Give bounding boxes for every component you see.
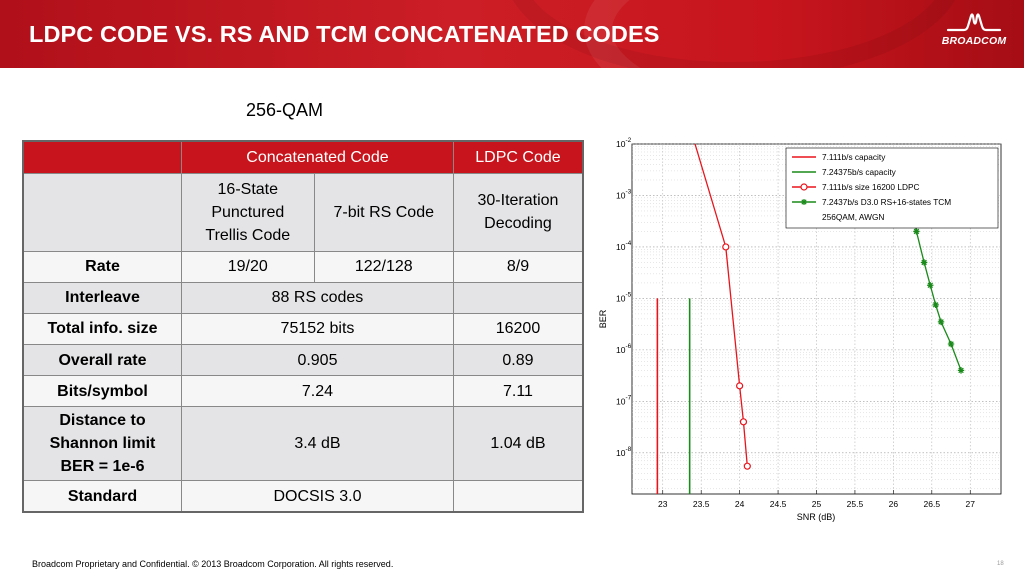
legend-entry: 7.111b/s size 16200 LDPC bbox=[822, 182, 919, 192]
chart-series bbox=[656, 143, 965, 494]
table-cell bbox=[22, 172, 182, 252]
row-label: Bits/symbol bbox=[22, 375, 182, 408]
table-cell: 0.905 bbox=[181, 344, 454, 377]
legend-entry: 7.2437b/s D3.0 RS+16-states TCM bbox=[822, 197, 951, 207]
data-point-circle bbox=[736, 382, 744, 390]
x-tick-label: 23.5 bbox=[693, 499, 710, 509]
row-label-line: BER = 1e-6 bbox=[60, 458, 145, 476]
legend-box bbox=[785, 147, 999, 229]
table-row: Standard DOCSIS 3.0 bbox=[22, 480, 584, 513]
data-point-circle bbox=[743, 462, 751, 470]
table-row: Distance to Shannon limit BER = 1e-6 3.4… bbox=[22, 406, 584, 482]
x-tick-label: 27 bbox=[966, 499, 976, 509]
x-tick-label: 24 bbox=[735, 499, 745, 509]
chart-grid bbox=[632, 143, 1001, 494]
series-line bbox=[909, 195, 962, 371]
x-tick-label: 26 bbox=[889, 499, 899, 509]
logo-wordmark: BROADCOM bbox=[941, 35, 1007, 47]
x-tick-label: 25 bbox=[812, 499, 822, 509]
footer-text: Broadcom Proprietary and Confidential. ©… bbox=[32, 559, 394, 569]
data-point-star bbox=[937, 318, 945, 326]
rs-subheader: 7-bit RS Code bbox=[313, 172, 454, 252]
table-cell bbox=[452, 281, 584, 314]
y-tick-label: 10-4 bbox=[616, 240, 632, 252]
ldpc-subheader: 30-Iteration Decoding bbox=[452, 172, 584, 252]
table-row: Rate 19/20 122/128 8/9 bbox=[22, 250, 584, 283]
table-cell: 3.4 dB bbox=[181, 406, 454, 482]
tcm-line: Punctured bbox=[211, 203, 285, 221]
data-point-star bbox=[920, 259, 928, 266]
y-tick-label: 10-5 bbox=[616, 291, 632, 303]
y-tick-label: 10-8 bbox=[616, 446, 632, 458]
tcm-line: Trellis Code bbox=[205, 226, 291, 244]
data-point-circle bbox=[739, 418, 748, 426]
x-tick-label: 26.5 bbox=[924, 499, 941, 509]
data-point-star bbox=[927, 282, 934, 289]
modulation-label: 256-QAM bbox=[246, 100, 324, 120]
ldpc-code-header: LDPC Code bbox=[452, 140, 584, 174]
code-comparison-table: Concatenated Code LDPC Code 16-State Pun… bbox=[22, 140, 584, 513]
data-point-star bbox=[932, 301, 939, 309]
row-label: Standard bbox=[22, 480, 182, 513]
table-row: Interleave 88 RS codes bbox=[22, 281, 584, 314]
table-row: Total info. size 75152 bits 16200 bbox=[22, 312, 584, 346]
row-label: Overall rate bbox=[22, 344, 182, 377]
table-cell: DOCSIS 3.0 bbox=[181, 480, 454, 513]
data-point-circle bbox=[722, 243, 730, 251]
data-point-star bbox=[957, 367, 965, 374]
legend-marker bbox=[800, 183, 808, 191]
legend-entry: 7.111b/s capacity bbox=[822, 152, 886, 162]
table-cell: 7.11 bbox=[452, 375, 584, 408]
row-label-line: Shannon limit bbox=[49, 435, 156, 453]
chart-legend: 7.111b/s capacity 7.24375b/s capacity 7.11… bbox=[785, 147, 999, 229]
table-cell bbox=[452, 480, 584, 513]
table-cell: 16200 bbox=[452, 312, 584, 346]
row-label: Rate bbox=[22, 250, 182, 283]
broadcom-logo: BROADCOM bbox=[934, 12, 1014, 54]
concatenated-code-header: Concatenated Code bbox=[181, 140, 454, 174]
table-cell: 88 RS codes bbox=[181, 281, 454, 314]
slide-title: LDPC CODE VS. RS AND TCM CONCATENATED CO… bbox=[29, 21, 660, 47]
table-cell: 7.24 bbox=[181, 375, 454, 408]
ldpc-line: Decoding bbox=[484, 215, 552, 233]
table-cell: 8/9 bbox=[452, 250, 584, 283]
ldpc-line: 30-Iteration bbox=[477, 192, 559, 210]
x-axis-label: SNR (dB) bbox=[797, 512, 836, 522]
x-tick-label: 24.5 bbox=[770, 499, 787, 509]
data-point-star bbox=[913, 228, 920, 235]
legend-marker bbox=[801, 199, 807, 205]
row-label: Total info. size bbox=[22, 312, 182, 346]
table-subheader-row: 16-State Punctured Trellis Code 7-bit RS… bbox=[22, 172, 584, 252]
y-axis-label: BER bbox=[598, 309, 608, 328]
row-label: Interleave bbox=[22, 281, 182, 314]
table-cell: 19/20 bbox=[181, 250, 315, 283]
tcm-subheader: 16-State Punctured Trellis Code bbox=[181, 172, 315, 252]
ber-chart: 23 23.5 24 24.5 25 25.5 26 26.5 27 10-2 10-3 10-4 10… bbox=[598, 137, 1002, 522]
table-corner-cell bbox=[22, 140, 182, 174]
pulse-icon bbox=[946, 13, 1002, 32]
row-label-line: Distance to bbox=[59, 412, 146, 430]
table-cell: 75152 bits bbox=[181, 312, 454, 346]
data-point-star bbox=[947, 340, 955, 348]
tcm-line: 16-State bbox=[217, 180, 279, 198]
table-cell: 122/128 bbox=[313, 250, 454, 283]
row-label: Distance to Shannon limit BER = 1e-6 bbox=[22, 406, 182, 482]
y-tick-label: 10-6 bbox=[616, 343, 632, 355]
table-cell: 1.04 dB bbox=[452, 406, 584, 482]
table-cell: 0.89 bbox=[452, 344, 584, 377]
chart-ticks: 23 23.5 24 24.5 25 25.5 26 26.5 27 10-2 10-3 10-4 10… bbox=[616, 137, 975, 509]
y-tick-label: 10-7 bbox=[616, 394, 632, 406]
legend-note: 256QAM, AWGN bbox=[822, 212, 884, 222]
y-tick-label: 10-2 bbox=[616, 137, 632, 149]
table-row: Overall rate 0.905 0.89 bbox=[22, 344, 584, 377]
legend-entry: 7.24375b/s capacity bbox=[822, 167, 897, 177]
x-tick-label: 25.5 bbox=[847, 499, 864, 509]
y-tick-label: 10-3 bbox=[616, 188, 632, 200]
title-bar: LDPC CODE VS. RS AND TCM CONCATENATED CO… bbox=[0, 0, 1024, 68]
x-tick-label: 23 bbox=[658, 499, 668, 509]
table-row: Bits/symbol 7.24 7.11 bbox=[22, 375, 584, 408]
table-header-row: Concatenated Code LDPC Code bbox=[22, 140, 584, 174]
page-number: 18 bbox=[997, 561, 1004, 567]
